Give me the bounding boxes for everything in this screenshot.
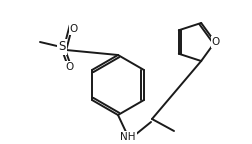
Text: NH: NH (120, 132, 136, 142)
Text: O: O (212, 37, 220, 47)
Text: O: O (70, 24, 78, 34)
Text: O: O (66, 62, 74, 72)
Text: S: S (58, 40, 66, 54)
